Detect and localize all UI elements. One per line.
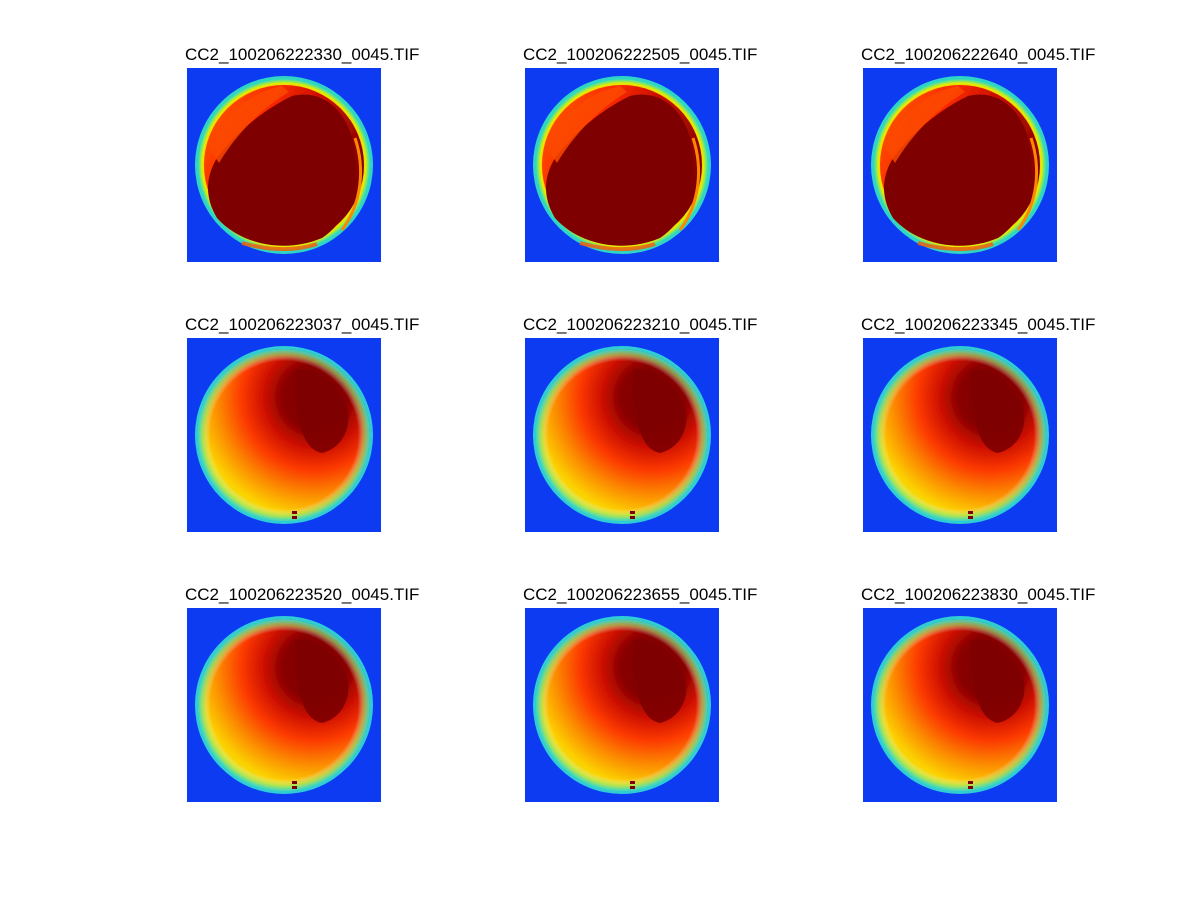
panel-title: CC2_100206223830_0045.TIF <box>861 585 1096 604</box>
image-panel: CC2_100206223655_0045.TIF <box>523 584 793 824</box>
panel-title: CC2_100206223520_0045.TIF <box>185 585 420 604</box>
image-panel: CC2_100206222505_0045.TIF <box>523 44 793 284</box>
gradient-disc-image <box>863 608 1057 802</box>
gradient-disc-image <box>863 338 1057 532</box>
saturated-disc-image <box>187 68 381 262</box>
panel-title: CC2_100206223210_0045.TIF <box>523 315 758 334</box>
panel-title: CC2_100206223655_0045.TIF <box>523 585 758 604</box>
gradient-disc-image <box>525 608 719 802</box>
gradient-disc-image <box>187 608 381 802</box>
image-panel: CC2_100206223345_0045.TIF <box>861 314 1131 554</box>
panel-title: CC2_100206223345_0045.TIF <box>861 315 1096 334</box>
panel-title: CC2_100206223037_0045.TIF <box>185 315 420 334</box>
saturated-disc-image <box>863 68 1057 262</box>
panel-title: CC2_100206222330_0045.TIF <box>185 45 420 64</box>
saturated-disc-image <box>525 68 719 262</box>
image-panel: CC2_100206223210_0045.TIF <box>523 314 793 554</box>
image-panel: CC2_100206223830_0045.TIF <box>861 584 1131 824</box>
gradient-disc-image <box>525 338 719 532</box>
image-panel: CC2_100206223520_0045.TIF <box>185 584 455 824</box>
gradient-disc-image <box>187 338 381 532</box>
panel-title: CC2_100206222640_0045.TIF <box>861 45 1096 64</box>
image-panel: CC2_100206222330_0045.TIF <box>185 44 455 284</box>
image-panel: CC2_100206222640_0045.TIF <box>861 44 1131 284</box>
panel-title: CC2_100206222505_0045.TIF <box>523 45 758 64</box>
image-panel: CC2_100206223037_0045.TIF <box>185 314 455 554</box>
